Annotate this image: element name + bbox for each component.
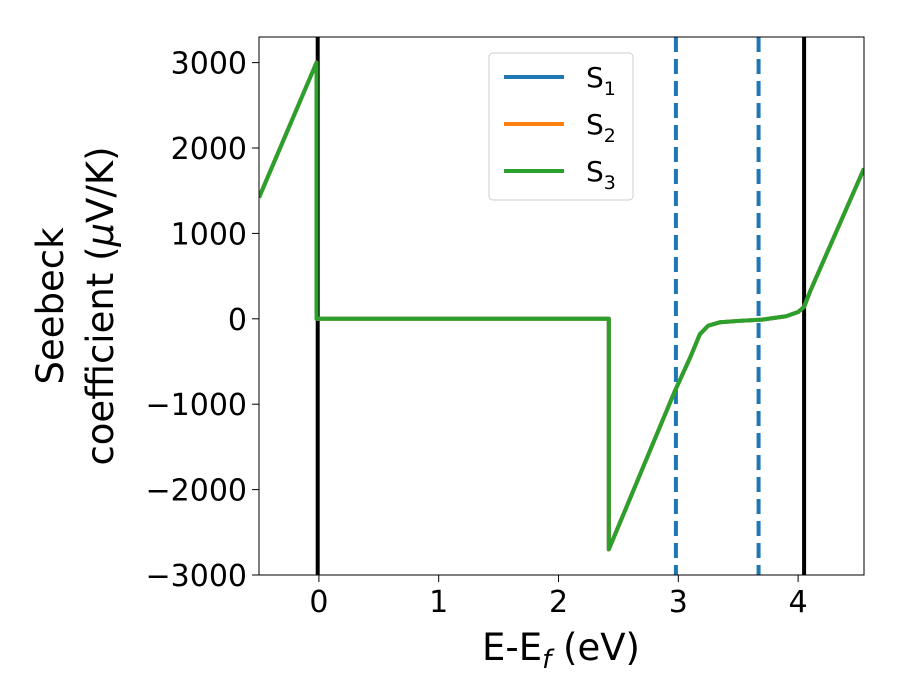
y-tick-label: −2000 [146, 474, 247, 509]
y-axis-ticks: −3000 −2000 −1000 0 1000 2000 3000 [146, 47, 259, 594]
y-axis-label: Seebeck coefficient (μV/K) [29, 146, 122, 465]
y-axis-label-line1: Seebeck [29, 227, 72, 385]
y-tick-label: 1000 [171, 217, 247, 252]
plot-area [259, 37, 864, 575]
legend-label-S1: S1 [586, 61, 616, 100]
x-tick-label: 3 [669, 585, 688, 620]
x-axis-ticks: 0 1 2 3 4 [309, 575, 808, 620]
y-tick-label: −3000 [146, 559, 247, 594]
y-tick-label: 3000 [171, 47, 247, 82]
y-tick-label: −1000 [146, 388, 247, 423]
x-axis-label-main: E-E [482, 626, 542, 669]
x-tick-label: 1 [429, 585, 448, 620]
legend-box [488, 52, 634, 201]
legend: S1 S2 S3 [488, 52, 634, 201]
series-line-S3 [259, 60, 864, 552]
legend-label-S2: S2 [586, 108, 616, 147]
y-tick-label: 0 [228, 303, 247, 338]
x-tick-label: 0 [309, 585, 328, 620]
y-axis-label-line2: coefficient (μV/K) [79, 146, 122, 465]
x-tick-label: 4 [789, 585, 808, 620]
x-axis-label-unit: (eV) [551, 626, 640, 669]
plot-frame [258, 36, 865, 576]
y-tick-label: 2000 [171, 132, 247, 167]
x-axis-label: E-Ef (eV) [482, 626, 640, 675]
y-axis-label-mu: μ [79, 223, 122, 248]
legend-label-S3: S3 [586, 155, 616, 194]
x-tick-label: 2 [549, 585, 568, 620]
